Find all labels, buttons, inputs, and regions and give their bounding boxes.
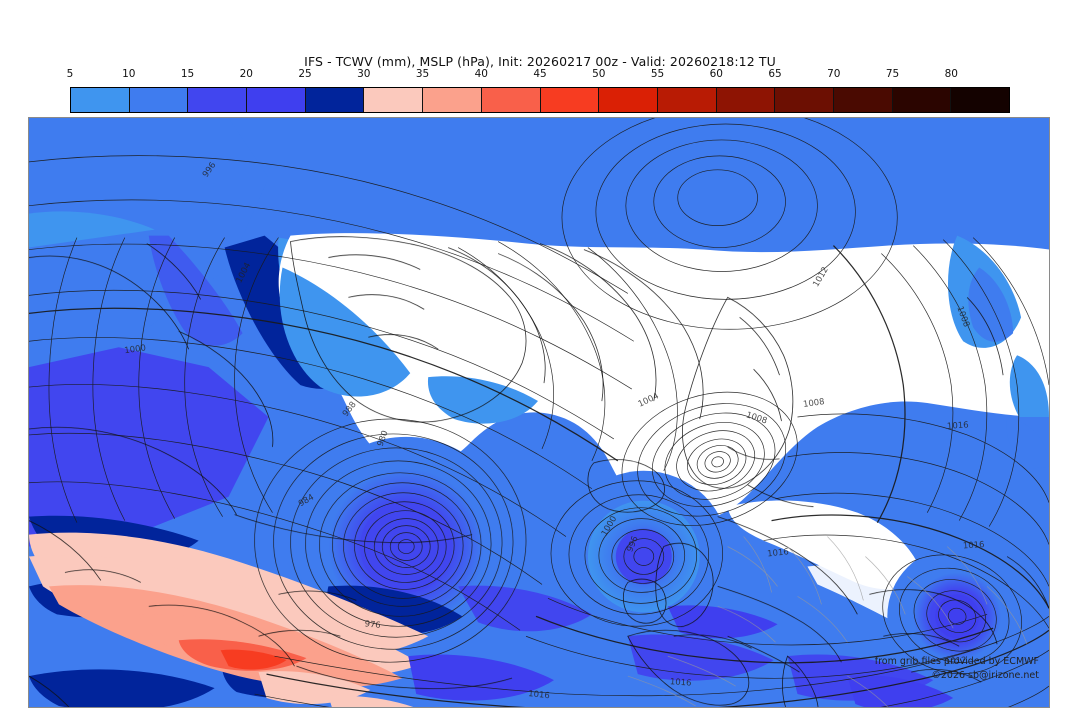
colorbar-swatch — [364, 88, 424, 112]
svg-text:1012: 1012 — [945, 655, 967, 666]
isobar-ring-norwegian-low — [621, 391, 798, 526]
svg-text:1000: 1000 — [124, 342, 147, 355]
chart-title: IFS - TCWV (mm), MSLP (hPa), Init: 20260… — [304, 54, 776, 69]
svg-text:1016: 1016 — [767, 546, 790, 558]
colorbar-swatch — [540, 88, 600, 112]
colorbar-tick-labels: 5 10 15 20 25 30 35 40 45 50 55 60 65 70 75 80 — [66, 68, 1010, 84]
colorbar-swatch — [305, 88, 365, 112]
coastlines — [29, 236, 1049, 707]
colorbar-swatch — [188, 88, 248, 112]
colorbar-tick-label: 10 — [122, 68, 136, 80]
svg-text:1016: 1016 — [670, 676, 692, 687]
colorbar-tick-label: 60 — [709, 68, 723, 80]
colorbar-tick-label: 25 — [298, 68, 312, 80]
colorbar-tick-label: 5 — [66, 68, 74, 80]
colorbar-tick-label: 35 — [415, 68, 430, 80]
isobar-ring-atlantic-low — [254, 418, 527, 663]
colorbar-tick-label: 55 — [650, 68, 665, 80]
svg-text:1016: 1016 — [947, 419, 969, 430]
colorbar-tick-label: 45 — [533, 68, 547, 80]
svg-text:1016: 1016 — [963, 539, 985, 550]
colorbar-swatch — [71, 88, 130, 112]
colorbar-swatch — [247, 88, 306, 112]
colorbar-tick-label: 40 — [474, 68, 488, 80]
colorbar: 5 10 15 20 25 30 35 40 45 50 55 60 65 70 75 80 — [67, 68, 1010, 113]
colorbar-swatch — [892, 88, 952, 112]
map-canvas: 1004 996 1000 988 984 980 976 1000 996 1… — [29, 118, 1049, 707]
colorbar-swatch — [423, 88, 482, 112]
tcwv-shading — [29, 118, 1049, 707]
svg-text:1016: 1016 — [528, 688, 551, 700]
svg-text:976: 976 — [364, 618, 381, 630]
colorbar-swatch — [833, 88, 893, 112]
colorbar-tick-label: 65 — [768, 68, 782, 80]
colorbar-swatch — [951, 88, 1009, 112]
svg-text:1008: 1008 — [802, 396, 825, 409]
colorbar-tick-label: 50 — [592, 68, 606, 80]
colorbar-tick-label: 75 — [885, 68, 900, 80]
colorbar-swatch — [481, 88, 541, 112]
isobar-ring-arctic-high — [561, 118, 898, 330]
colorbar-swatch — [129, 88, 189, 112]
map-panel[interactable]: 1004 996 1000 988 984 980 976 1000 996 1… — [28, 117, 1050, 708]
isobar-lines-bold — [29, 245, 1049, 707]
colorbar-swatch — [657, 88, 717, 112]
isobar-ring-british-low — [550, 480, 723, 627]
colorbar-tick-label: 30 — [357, 68, 371, 80]
colorbar-swatch — [716, 88, 776, 112]
colorbar-tick-label: 80 — [944, 68, 958, 80]
mslp-isobars — [29, 118, 1049, 707]
country-borders — [627, 536, 1028, 707]
isobar-ring-blacksea-low — [882, 554, 1023, 675]
colorbar-tick-label: 15 — [180, 68, 195, 80]
colorbar-swatches — [70, 87, 1010, 113]
colorbar-tick-label: 70 — [827, 68, 841, 80]
isobar-lines-broad — [29, 155, 1049, 707]
colorbar-swatch — [775, 88, 834, 112]
colorbar-tick-label: 20 — [239, 68, 253, 80]
colorbar-swatch — [599, 88, 658, 112]
